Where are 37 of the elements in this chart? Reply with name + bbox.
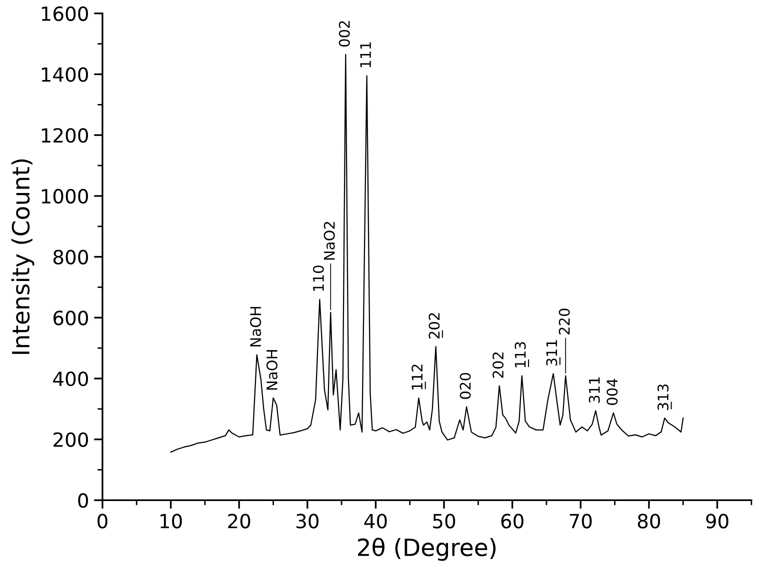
x-tick-label: 40 [364,514,387,528]
y-tick-label: 1200 [42,128,88,143]
x-tick-label: 30 [296,514,318,528]
x-tick-label: 50 [433,514,456,528]
annotation: 311 [588,377,600,403]
annotation: 002 [338,21,350,47]
x-tick-label: 60 [501,514,524,528]
x-tick-label: 10 [160,514,182,528]
annotation: 1̲12 [412,364,426,390]
annotation: 202 [492,352,504,378]
x-tick-label: 0 [98,514,108,528]
y-tick-label: 800 [53,250,88,264]
x-axis-title: 2θ (Degree) [358,538,496,561]
y-axis-title: Intensity (Count) [11,159,34,354]
y-tick-label: 400 [53,371,88,386]
y-tick-label: 1000 [42,188,88,204]
annotation: 2̲02 [428,313,443,339]
annotation: 1̲13 [514,342,530,368]
annotation: NaO2 [324,222,335,260]
y-tick-label: 200 [54,432,88,448]
annotation: NaOH [266,350,278,390]
x-tick-label: 80 [638,514,660,528]
annotation: NaOH [250,306,262,346]
annotation: 020 [460,372,471,399]
y-tick-label: 1400 [42,67,88,82]
annotation: 3̲13 [658,384,672,410]
y-tick-label: 0 [78,493,88,508]
annotation: 111 [360,42,371,68]
y-tick-label: 600 [54,310,88,326]
x-tick-label: 20 [228,514,250,528]
x-tick-label: 70 [570,514,592,528]
y-tick-label: 1600 [42,6,88,22]
annotation: 3̲11 [546,340,560,366]
annotation: 220 [558,308,570,334]
x-tick-label: 90 [706,514,728,528]
annotation: 004 [606,378,618,405]
annotation: 110 [312,266,324,291]
